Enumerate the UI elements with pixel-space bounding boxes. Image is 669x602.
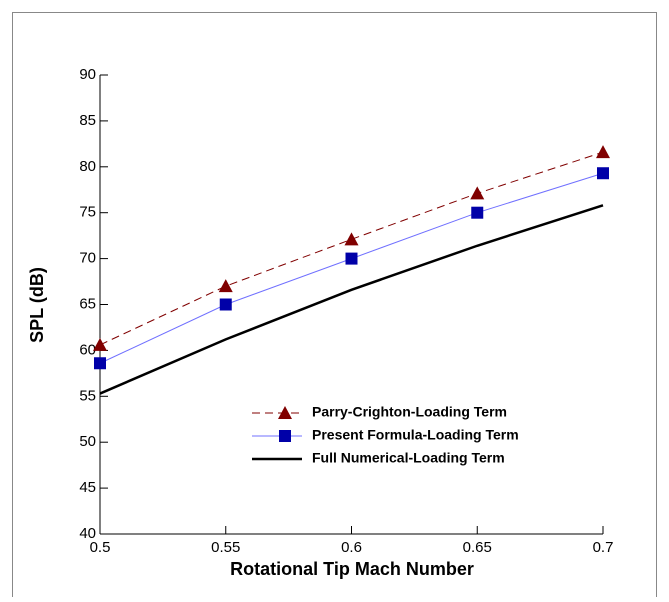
- marker: [471, 206, 484, 219]
- marker: [597, 167, 609, 180]
- x-tick-label: 0.7: [593, 539, 614, 556]
- series-line: [99, 151, 604, 346]
- y-tick-label: 45: [79, 479, 96, 496]
- x-tick-label: 0.65: [463, 539, 492, 556]
- marker: [470, 186, 485, 200]
- x-tick-label: 0.55: [211, 539, 240, 556]
- marker: [596, 145, 610, 159]
- frame: [12, 12, 657, 602]
- x-tick-label: 0.5: [90, 539, 111, 556]
- legend-marker: [278, 406, 292, 419]
- y-axis-label: SPL (dB): [27, 267, 47, 343]
- marker: [93, 337, 107, 351]
- legend-label: Full Numerical-Loading Term: [312, 450, 505, 466]
- marker: [94, 357, 106, 370]
- y-tick-label: 55: [79, 387, 96, 404]
- marker: [218, 279, 233, 293]
- legend-label: Parry-Crighton-Loading Term: [312, 404, 507, 420]
- y-tick-label: 85: [79, 112, 96, 129]
- y-tick-label: 90: [79, 66, 96, 83]
- y-tick-label: 60: [79, 341, 96, 358]
- marker: [344, 232, 359, 246]
- x-axis-label: Rotational Tip Mach Number: [230, 559, 474, 579]
- legend-marker: [279, 430, 291, 442]
- y-tick-label: 40: [79, 525, 96, 542]
- marker: [345, 252, 358, 265]
- series-line: [99, 204, 604, 395]
- y-tick-label: 80: [79, 158, 96, 175]
- marker: [219, 298, 232, 311]
- x-tick-label: 0.6: [341, 539, 362, 556]
- y-tick-label: 65: [79, 295, 96, 312]
- y-tick-label: 75: [79, 204, 96, 221]
- y-tick-label: 70: [79, 250, 96, 267]
- series-line: [99, 172, 604, 364]
- legend-label: Present Formula-Loading Term: [312, 427, 519, 443]
- y-tick-label: 50: [79, 433, 96, 450]
